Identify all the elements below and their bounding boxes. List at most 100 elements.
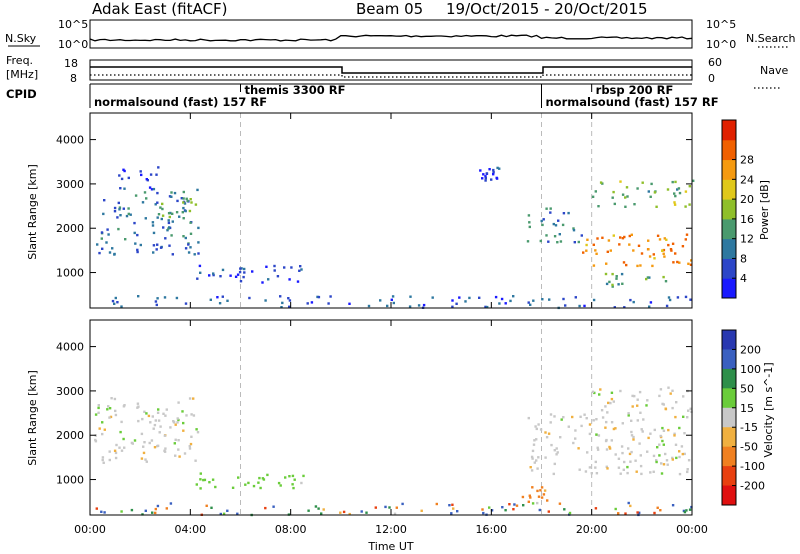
data-cell <box>595 472 599 475</box>
data-cell <box>623 460 626 464</box>
data-cell <box>539 428 543 431</box>
data-cell <box>133 439 137 442</box>
data-cell <box>630 233 633 236</box>
data-cell <box>553 462 556 466</box>
data-cell <box>666 463 669 466</box>
data-cell <box>663 255 666 258</box>
data-cell <box>628 234 631 238</box>
data-cell <box>177 401 180 404</box>
data-cell <box>688 203 691 206</box>
data-cell <box>242 275 245 279</box>
data-cell <box>594 507 598 510</box>
data-cell <box>549 207 552 210</box>
data-cell <box>674 252 677 255</box>
data-cell <box>678 472 682 476</box>
data-cell <box>544 456 547 459</box>
data-cell <box>103 199 106 202</box>
data-cell <box>317 295 321 299</box>
data-cell <box>632 438 635 441</box>
data-cell <box>662 252 665 255</box>
data-cell <box>310 301 314 304</box>
data-cell <box>604 405 607 408</box>
data-cell <box>293 478 296 481</box>
data-cell <box>117 227 120 231</box>
data-cell <box>481 177 484 180</box>
data-cell <box>108 407 112 410</box>
data-cell <box>109 415 113 419</box>
data-cell <box>607 401 610 405</box>
data-cell <box>452 507 455 510</box>
data-cell <box>577 240 580 244</box>
data-cell <box>212 272 215 275</box>
data-cell <box>607 239 611 242</box>
data-cell <box>658 238 662 241</box>
data-cell <box>190 413 193 416</box>
data-cell <box>192 414 196 417</box>
data-cell <box>199 487 202 490</box>
data-cell <box>528 494 531 497</box>
data-cell <box>188 397 192 400</box>
freq-right-tick-bottom: 0 <box>708 72 715 85</box>
data-cell <box>641 430 644 433</box>
colorbar-tick-label: -50 <box>740 441 758 454</box>
data-cell <box>145 460 148 463</box>
data-cell <box>513 503 516 506</box>
data-cell <box>95 507 98 510</box>
data-cell <box>567 211 570 215</box>
data-cell <box>583 304 586 308</box>
data-cell <box>661 426 664 430</box>
data-cell <box>541 298 544 301</box>
data-cell <box>659 434 662 438</box>
data-cell <box>111 299 115 303</box>
data-cell <box>94 413 98 416</box>
data-cell <box>619 389 622 393</box>
data-cell <box>586 238 589 241</box>
data-cell <box>624 205 627 208</box>
data-cell <box>129 213 132 216</box>
data-cell <box>636 511 639 514</box>
data-cell <box>492 171 495 174</box>
data-cell <box>504 509 507 512</box>
frequency-panel: Freq. [MHz] 18 8 60 0 Nave <box>6 54 788 89</box>
data-cell <box>678 261 681 264</box>
data-cell <box>599 388 602 391</box>
data-cell <box>171 220 174 223</box>
data-cell <box>652 470 655 473</box>
data-cell <box>134 194 138 197</box>
data-cell <box>290 266 293 269</box>
data-cell <box>687 409 690 412</box>
data-cell <box>604 272 608 276</box>
data-cell <box>667 296 671 299</box>
data-cell <box>622 261 626 264</box>
data-cell <box>237 476 240 479</box>
data-cell <box>216 296 219 299</box>
data-cell <box>542 493 546 496</box>
data-cell <box>639 264 642 267</box>
data-cell <box>374 506 377 509</box>
data-cell <box>492 173 495 176</box>
data-cell <box>610 397 614 401</box>
data-cell <box>612 234 615 237</box>
data-cell <box>572 227 575 230</box>
data-cell <box>98 251 101 255</box>
data-cell <box>608 445 611 449</box>
data-cell <box>197 241 200 244</box>
data-cell <box>115 443 118 447</box>
data-cell <box>649 471 652 474</box>
data-cell <box>137 295 140 298</box>
data-cell <box>645 277 648 281</box>
data-cell <box>196 431 200 434</box>
velocity-y-label: Slant Range [km] <box>26 370 39 466</box>
data-cell <box>676 260 679 264</box>
data-cell <box>648 276 651 279</box>
data-cell <box>365 511 368 514</box>
data-cell <box>645 404 648 407</box>
data-cell <box>664 280 668 283</box>
data-cell <box>120 420 123 424</box>
colorbar-swatch <box>722 258 736 279</box>
colorbar-swatch <box>722 218 736 240</box>
data-cell <box>183 452 187 455</box>
data-cell <box>594 190 597 193</box>
noise-trace <box>89 34 693 42</box>
data-cell <box>621 451 624 455</box>
